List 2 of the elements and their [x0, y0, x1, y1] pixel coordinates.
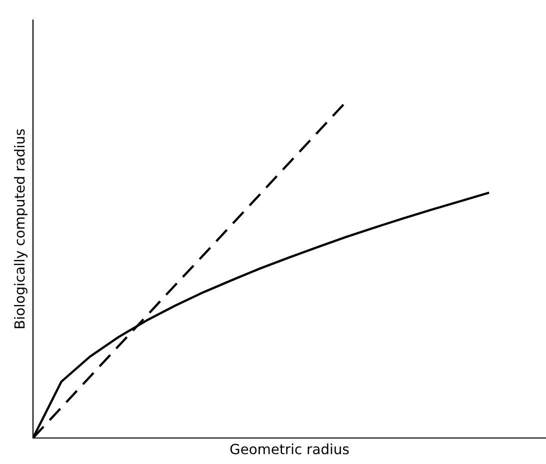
y-axis-title: Biologically computed radius	[14, 129, 28, 328]
x-axis-title: Geometric radius	[230, 444, 349, 454]
